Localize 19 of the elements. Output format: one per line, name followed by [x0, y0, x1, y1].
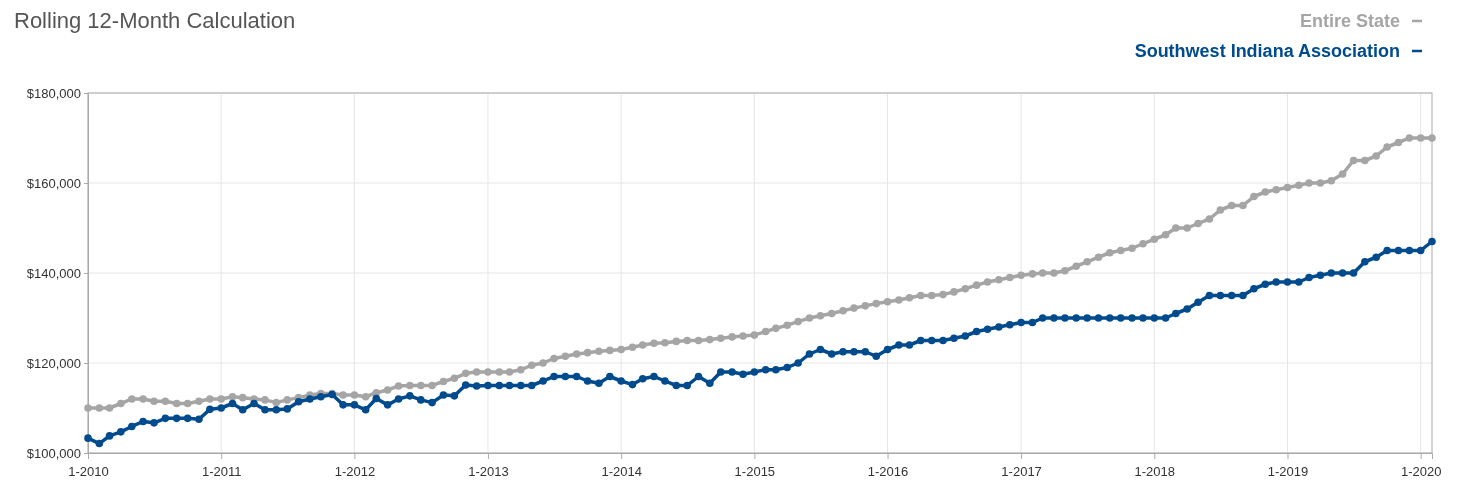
x-tick-label: 1-2013 — [468, 464, 509, 480]
y-tick-label: $180,000 — [26, 85, 81, 101]
y-tick-label: $160,000 — [26, 175, 81, 191]
x-tick-label: 1-2010 — [68, 464, 109, 480]
x-tick-label: 1-2014 — [601, 464, 642, 480]
x-tick-label: 1-2012 — [334, 464, 376, 480]
x-tick-label: 1-2017 — [1001, 464, 1042, 480]
y-tick-label: $140,000 — [26, 265, 81, 281]
x-tick-label: 1-2018 — [1134, 464, 1176, 480]
legend-label: Entire State — [1299, 11, 1400, 31]
legend-label: Southwest Indiana Association — [1134, 41, 1400, 61]
x-tick-label: 1-2011 — [201, 464, 242, 480]
y-tick-label: $100,000 — [26, 445, 81, 461]
x-tick-label: 1-2015 — [734, 464, 776, 480]
x-tick-label: 1-2020 — [1400, 464, 1442, 480]
chart-title: Rolling 12-Month Calculation — [14, 8, 296, 33]
x-tick-label: 1-2016 — [867, 464, 909, 480]
y-tick-label: $120,000 — [26, 355, 81, 371]
x-tick-label: 1-2019 — [1267, 464, 1309, 480]
